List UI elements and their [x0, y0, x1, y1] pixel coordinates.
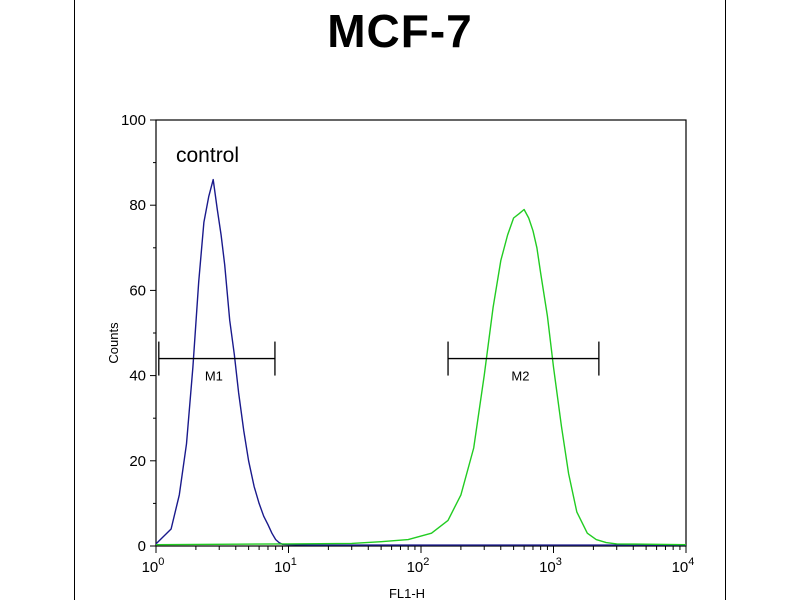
x-tick-label: 103	[539, 556, 562, 576]
gate-label: M1	[205, 369, 223, 384]
y-tick-label: 60	[129, 282, 146, 299]
y-tick-label: 0	[138, 538, 146, 555]
x-tick-label: 104	[672, 556, 695, 576]
image-right-border	[725, 0, 726, 600]
x-tick-label: 100	[142, 556, 165, 576]
chart-title: MCF-7	[327, 5, 473, 57]
x-axis-label: FL1-H	[389, 586, 425, 600]
x-tick-label: 101	[274, 556, 297, 576]
y-tick-label: 20	[129, 453, 146, 470]
y-axis-label: Counts	[106, 322, 121, 364]
y-tick-label: 40	[129, 368, 146, 385]
control-histogram-line	[155, 178, 686, 546]
control-annotation: control	[176, 144, 239, 167]
y-tick-label: 100	[121, 112, 146, 129]
sample-histogram-line	[155, 208, 687, 546]
image-left-border	[74, 0, 75, 600]
x-tick-label: 102	[407, 556, 430, 576]
gate-label: M2	[511, 369, 529, 384]
plot-frame	[155, 119, 687, 547]
y-tick-label: 80	[129, 197, 146, 214]
